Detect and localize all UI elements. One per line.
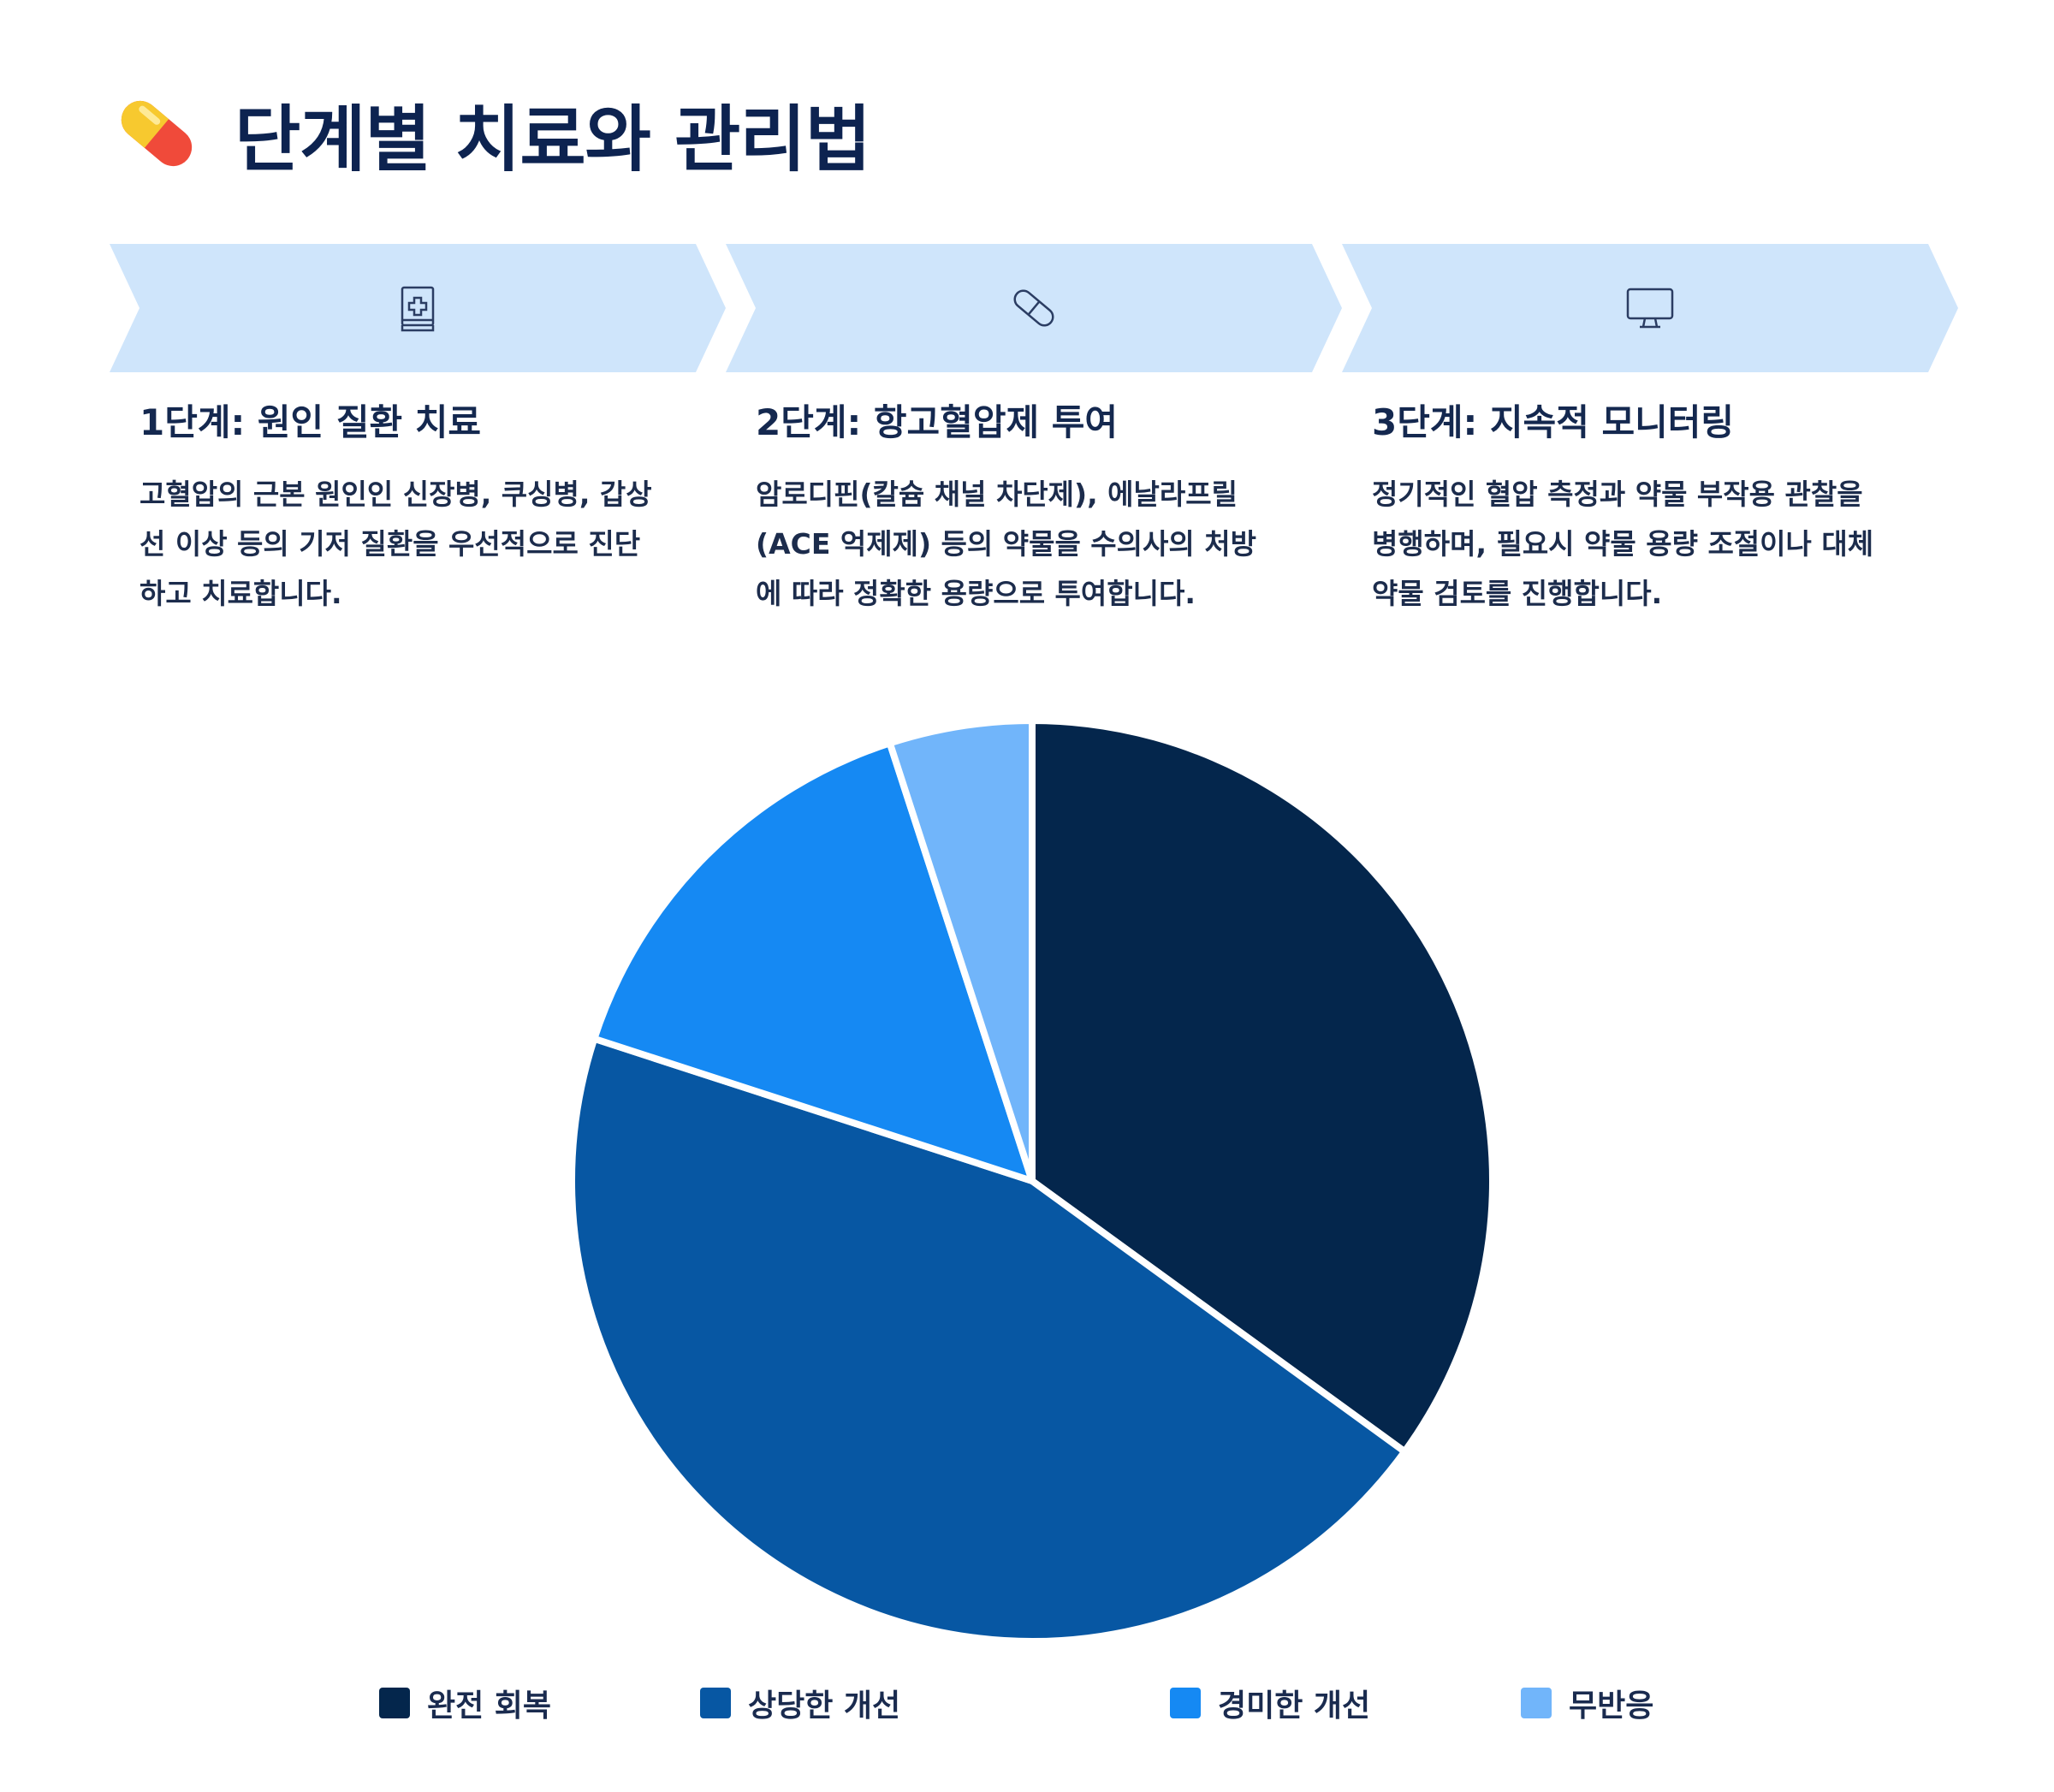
step-3-arrow [1342, 244, 1958, 372]
step-2-title: 2단계: 항고혈압제 투여 [756, 401, 1119, 443]
steps-banner [110, 244, 1958, 372]
capsule-icon [1013, 289, 1054, 327]
pie-slice-no-response[interactable] [886, 717, 1036, 1184]
step-1-text: 1단계: 원인 질환 치료 고혈압의 근본 원인인 신장병, 쿠싱병, 갑상 선… [140, 394, 721, 619]
step-1-title: 1단계: 원인 질환 치료 [140, 401, 482, 443]
pill-icon [121, 100, 193, 167]
legend-swatch [379, 1688, 410, 1718]
treatment-outcome-pie-chart [0, 702, 2054, 1677]
legend-item-full-recovery[interactable]: 완전 회복 [379, 1677, 551, 1729]
step-2-description: 암로디핀(칼슘 채널 차단제), 에날라프릴 (ACE 억제제) 등의 약물을 … [756, 478, 1256, 610]
pie-svg [568, 717, 1496, 1645]
legend-swatch [1170, 1688, 1201, 1718]
page-title: 단계별 치료와 관리법 [234, 97, 871, 181]
legend-item-no-response[interactable]: 무반응 [1521, 1677, 1653, 1729]
step-3-description: 정기적인 혈압 측정과 약물 부작용 관찰을 병행하며, 필요시 약물 용량 조… [1372, 478, 1874, 610]
legend-swatch [700, 1688, 731, 1718]
legend-item-mild-improvement[interactable]: 경미한 개선 [1170, 1677, 1370, 1729]
chart-legend: 완전 회복 상당한 개선 경미한 개선 무반응 [0, 1677, 2054, 1729]
step-1-description: 고혈압의 근본 원인인 신장병, 쿠싱병, 갑상 선 이상 등의 기저 질환을 … [140, 478, 652, 610]
step-3-title: 3단계: 지속적 모니터링 [1372, 401, 1735, 443]
pie-slice-significant-improvement[interactable] [568, 1035, 1409, 1645]
title-row: 단계별 치료와 관리법 [110, 82, 871, 185]
pie-slice-full-recovery[interactable] [1029, 717, 1496, 1456]
step-3-text: 3단계: 지속적 모니터링 정기적인 혈압 측정과 약물 부작용 관찰을 병행하… [1372, 394, 1954, 619]
legend-label: 경미한 개선 [1218, 1688, 1371, 1724]
legend-label: 완전 회복 [427, 1688, 552, 1724]
step-1-arrow [110, 244, 726, 372]
legend-swatch [1521, 1688, 1552, 1718]
legend-label: 상당한 개선 [748, 1688, 901, 1724]
legend-item-significant-improvement[interactable]: 상당한 개선 [700, 1677, 900, 1729]
monitor-icon [1626, 288, 1674, 329]
step-2-text: 2단계: 항고혈압제 투여 암로디핀(칼슘 채널 차단제), 에날라프릴 (AC… [756, 394, 1338, 619]
legend-label: 무반응 [1569, 1688, 1654, 1724]
medical-book-icon [401, 286, 435, 332]
step-2-arrow [726, 244, 1342, 372]
